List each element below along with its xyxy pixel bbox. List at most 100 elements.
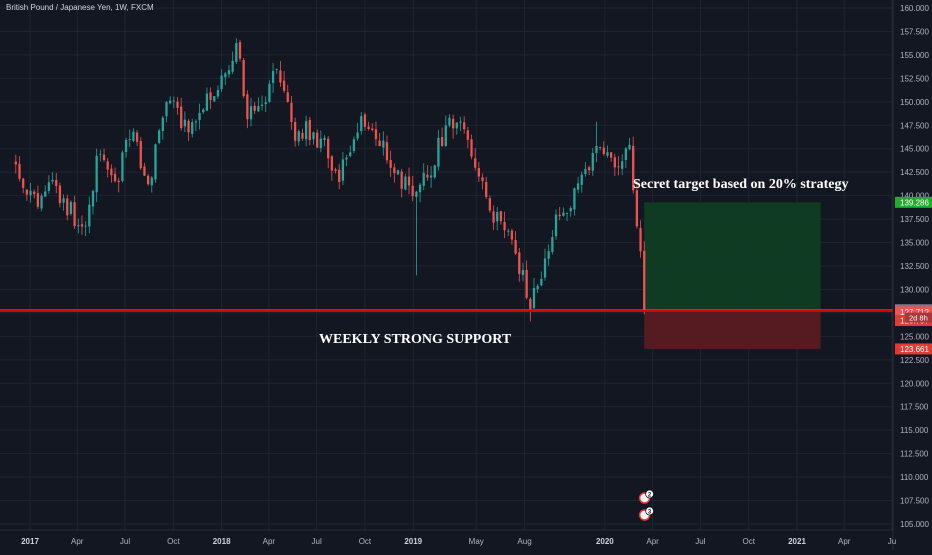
candle-body — [161, 117, 164, 131]
candle-body — [308, 119, 311, 141]
candle-body — [459, 121, 462, 123]
risk-zone[interactable] — [644, 309, 821, 349]
time-axis[interactable]: 2017 Apr Jul Oct 2018 Apr Jul Oct 2019 May Aug 2020… — [21, 537, 896, 546]
price-label-bg — [895, 196, 932, 208]
x-tick-label: Aug — [517, 537, 531, 546]
candle-body — [102, 154, 106, 161]
candle — [205, 87, 209, 112]
candle — [55, 173, 58, 194]
candle-body — [305, 121, 308, 140]
symbol-title[interactable]: British Pound / Japanese Yen, 1W, FXCM — [6, 3, 154, 12]
candle — [591, 148, 594, 176]
candle-body — [341, 159, 345, 181]
candle — [621, 154, 624, 176]
candle-body — [448, 117, 451, 126]
target-annotation[interactable]: Secret target based on 20% strategy — [633, 177, 849, 192]
candle-body — [426, 174, 429, 178]
candle — [158, 128, 161, 145]
candle-body — [286, 92, 289, 102]
y-tick-label: 112.500 — [900, 450, 929, 459]
candle — [356, 122, 359, 141]
candle — [135, 129, 139, 147]
candle — [84, 221, 87, 237]
candle — [532, 277, 536, 309]
candle — [198, 103, 201, 130]
candle-body — [62, 198, 65, 203]
candle-body — [58, 185, 62, 204]
candle-body — [117, 180, 120, 183]
candle-body — [91, 190, 95, 207]
candle-body — [55, 180, 58, 187]
candle-body — [433, 165, 436, 178]
candle-body — [598, 147, 602, 148]
y-tick-label: 117.500 — [900, 403, 929, 412]
candle — [345, 154, 348, 166]
candle — [374, 121, 378, 147]
candle — [69, 200, 73, 216]
candle — [301, 128, 304, 141]
candle — [496, 207, 499, 231]
event-marker[interactable]: 2 — [638, 489, 655, 504]
candle — [176, 96, 179, 115]
event-markers[interactable]: 23 — [638, 489, 655, 521]
candle-body — [492, 211, 495, 223]
candle-body — [319, 138, 322, 149]
position-zones[interactable] — [644, 202, 821, 349]
candle-body — [14, 161, 17, 165]
candle — [282, 71, 286, 93]
candle-body — [301, 132, 304, 139]
candle-body — [323, 137, 326, 141]
candle — [260, 95, 264, 111]
candle — [613, 153, 616, 176]
event-marker[interactable]: 3 — [638, 506, 655, 521]
y-tick-label: 147.500 — [900, 121, 929, 130]
price-label-target: 139.286 — [895, 196, 932, 208]
candle — [525, 260, 528, 300]
candle-body — [635, 190, 639, 227]
candle — [426, 164, 429, 181]
candle-body — [385, 142, 389, 161]
candle — [360, 111, 363, 135]
price-axis[interactable]: 105.000 107.500 110.000 112.500 115.000 117.5… — [900, 4, 929, 529]
candle — [191, 118, 194, 138]
candle — [36, 185, 40, 210]
support-annotation[interactable]: WEEKLY STRONG SUPPORT — [319, 332, 512, 347]
candle — [352, 136, 356, 153]
candle-body — [297, 131, 300, 142]
candle-body — [330, 156, 334, 171]
y-tick-label: 150.000 — [900, 98, 929, 107]
candle — [106, 157, 109, 178]
candle — [293, 117, 297, 147]
candle — [565, 212, 569, 222]
candle-body — [496, 212, 499, 222]
candle-body — [271, 70, 275, 83]
candle — [584, 162, 587, 177]
x-tick-label: Apr — [263, 537, 276, 546]
candle-layer — [14, 38, 646, 322]
level-lines[interactable] — [0, 309, 893, 313]
candle-body — [463, 122, 466, 130]
candle — [95, 148, 98, 202]
candle — [227, 65, 231, 78]
candle — [540, 271, 543, 287]
candle — [382, 131, 385, 156]
candle-body — [235, 43, 238, 62]
candle — [180, 97, 183, 131]
candle — [121, 150, 124, 183]
candle-body — [202, 109, 205, 113]
reward-zone[interactable] — [644, 202, 821, 310]
candle — [128, 129, 131, 148]
candle — [470, 134, 473, 160]
x-tick-label: May — [469, 537, 484, 546]
candle-body — [360, 116, 363, 132]
candle-body — [180, 106, 183, 129]
candle-body — [613, 157, 616, 168]
candle-body — [551, 237, 554, 252]
candle-body — [628, 144, 631, 150]
candle — [488, 195, 492, 213]
candle-body — [349, 152, 352, 157]
candle-body — [227, 70, 231, 75]
candle-body — [88, 204, 91, 227]
